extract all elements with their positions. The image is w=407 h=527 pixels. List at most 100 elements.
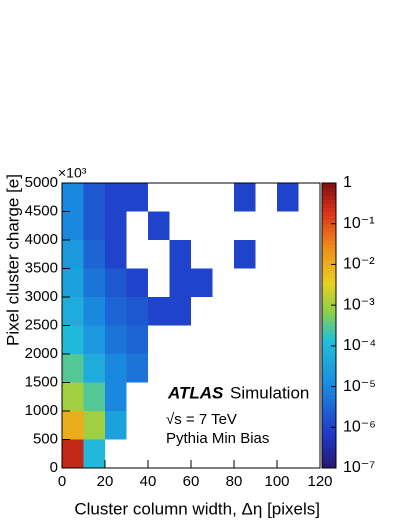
- colorbar-segment: [322, 203, 336, 208]
- heatmap-cell: [105, 325, 127, 354]
- colorbar-segment: [322, 455, 336, 461]
- heatmap-cell: [62, 268, 84, 297]
- colorbar-segment: [322, 447, 336, 453]
- heatmap-cell: [62, 382, 84, 411]
- x-tick-label: 120: [307, 473, 332, 490]
- colorbar-segment: [322, 280, 336, 286]
- colorbar-segment: [322, 187, 336, 192]
- y-tick-label: 0: [50, 459, 58, 476]
- z-tick-label: 10⁻³: [343, 296, 375, 313]
- x-tick-label: 60: [183, 473, 200, 490]
- y-tick-label: 3500: [25, 259, 58, 276]
- y-tick-label: 500: [33, 430, 58, 447]
- colorbar-segment: [322, 276, 336, 282]
- heatmap-cell: [62, 354, 84, 383]
- y-tick-label: 1500: [25, 373, 58, 390]
- heatmap-cell: [126, 325, 148, 354]
- heatmap-cell: [105, 268, 127, 297]
- colorbar-segment: [322, 195, 336, 200]
- colorbar-segment: [322, 386, 336, 392]
- colorbar-segment: [322, 191, 336, 196]
- heatmap-cell: [234, 240, 256, 269]
- x-tick-label: 0: [58, 473, 66, 490]
- z-tick-label: 10⁻¹: [343, 215, 375, 232]
- heatmap-cell: [169, 268, 191, 297]
- colorbar-segment: [322, 227, 336, 233]
- heatmap-cell: [105, 354, 127, 383]
- y-tick-label: 4000: [25, 231, 58, 248]
- y-tick-label: 5000: [25, 174, 58, 191]
- colorbar-segment: [322, 252, 336, 257]
- colorbar-segment: [322, 284, 336, 290]
- annotation: √s = 7 TeV: [166, 411, 237, 428]
- x-tick-label: 80: [226, 473, 243, 490]
- colorbar-segment: [322, 305, 336, 310]
- colorbar-segment: [322, 349, 336, 355]
- colorbar-segment: [322, 362, 336, 367]
- colorbar-segment: [322, 337, 336, 343]
- colorbar-segment: [322, 325, 336, 331]
- heatmap-cell: [191, 268, 213, 297]
- y-multiplier: ×10³: [58, 165, 87, 181]
- colorbar-segment: [322, 260, 336, 265]
- colorbar-segment: [322, 431, 336, 436]
- heatmap-cell: [62, 211, 84, 240]
- heatmap-cell: [83, 382, 105, 411]
- y-tick-label: 2000: [25, 345, 58, 362]
- colorbar-segment: [322, 292, 336, 298]
- colorbar-segment: [322, 223, 336, 229]
- colorbar-segment: [322, 423, 336, 428]
- colorbar-segment: [322, 398, 336, 404]
- heatmap-cell: [62, 325, 84, 354]
- colorbar-segment: [322, 272, 336, 278]
- annotation: Pythia Min Bias: [166, 430, 269, 447]
- colorbar-segment: [322, 264, 336, 269]
- colorbar-segment: [322, 411, 336, 416]
- z-tick-label: 1: [343, 174, 352, 191]
- colorbar-segment: [322, 321, 336, 326]
- heatmap-cell: [83, 268, 105, 297]
- colorbar-segment: [322, 459, 336, 465]
- colorbar-segment: [322, 211, 336, 217]
- colorbar-segment: [322, 309, 336, 314]
- colorbar-segment: [322, 451, 336, 457]
- colorbar-segment: [322, 313, 336, 318]
- heatmap-cell: [105, 183, 127, 212]
- colorbar-segment: [322, 288, 336, 294]
- z-tick-label: 10⁻⁵: [343, 378, 376, 395]
- colorbar-segment: [322, 317, 336, 322]
- heatmap-cell: [105, 297, 127, 326]
- colorbar-segment: [322, 402, 336, 408]
- heatmap-cell: [83, 183, 105, 212]
- heatmap-cell: [83, 354, 105, 383]
- colorbar-segment: [322, 341, 336, 347]
- annotation: Simulation: [230, 383, 309, 402]
- colorbar-segment: [322, 439, 336, 445]
- heatmap-cell: [83, 240, 105, 269]
- heatmap-cell: [62, 240, 84, 269]
- heatmap-cell: [234, 183, 256, 212]
- colorbar-segment: [322, 354, 336, 359]
- heatmap-cell: [277, 183, 299, 212]
- y-tick-label: 3000: [25, 288, 58, 305]
- colorbar-segment: [322, 231, 336, 237]
- colorbar-segment: [322, 183, 336, 188]
- colorbar-segment: [322, 358, 336, 363]
- x-tick-label: 20: [97, 473, 114, 490]
- colorbar-segment: [322, 329, 336, 335]
- heatmap-cell: [105, 211, 127, 240]
- z-tick-label: 10⁻²: [343, 256, 375, 273]
- colorbar-segment: [322, 244, 336, 249]
- annotation: ATLAS: [167, 383, 224, 402]
- z-tick-label: 10⁻⁷: [343, 459, 375, 476]
- heatmap-cell: [105, 411, 127, 440]
- heatmap-cell: [126, 354, 148, 383]
- y-axis-title: Pixel cluster charge [e]: [3, 174, 22, 346]
- x-tick-label: 40: [140, 473, 157, 490]
- colorbar-segment: [322, 406, 336, 412]
- heatmap-cell: [83, 439, 105, 468]
- colorbar-segment: [322, 219, 336, 225]
- heatmap-cell: [126, 183, 148, 212]
- y-tick-label: 1000: [25, 402, 58, 419]
- colorbar-segment: [322, 297, 336, 302]
